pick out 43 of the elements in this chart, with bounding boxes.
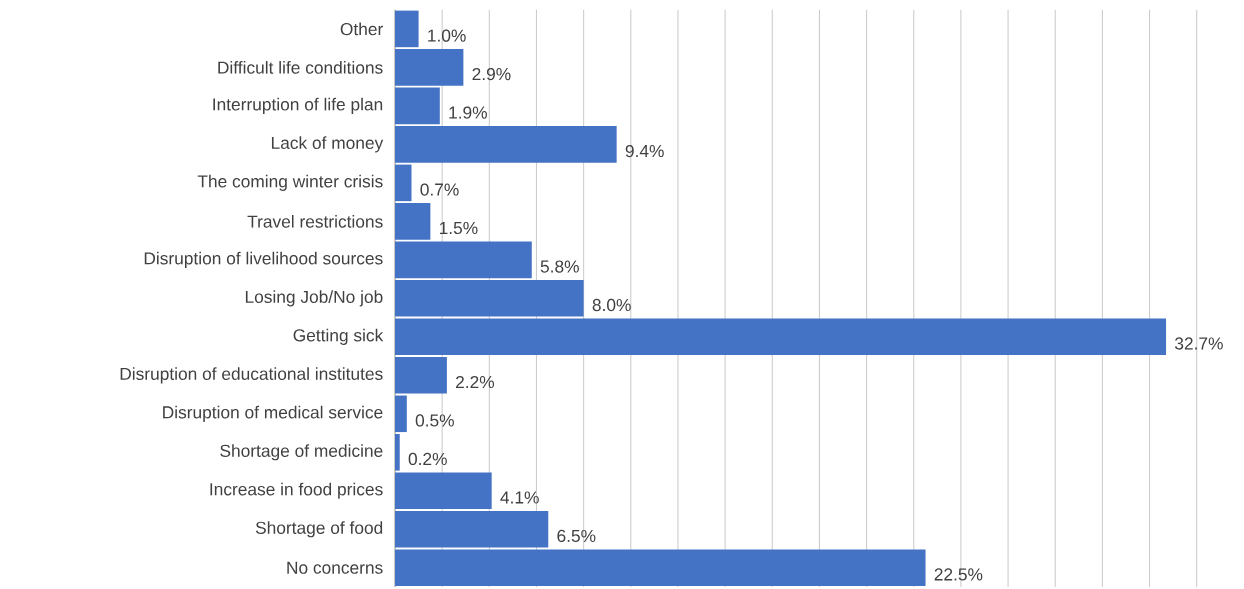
bar [395,241,532,279]
y-tick-label: Other [340,22,383,36]
bar [395,472,492,510]
data-label: 9.4% [625,144,664,158]
bar [395,434,400,471]
y-tick-label: Getting sick [293,328,384,345]
bar [395,164,412,202]
bar [395,318,1167,356]
data-label: 6.5% [557,529,596,543]
data-label: 0.5% [415,414,454,427]
y-tick-label: Travel restrictions [247,214,383,228]
bar [395,126,617,163]
data-label: 8.0% [592,298,631,312]
data-label: 0.7% [420,183,459,196]
data-label: 1.5% [439,221,478,235]
y-tick-label: No concerns [287,561,383,574]
bar [395,87,440,125]
data-label: 4.1% [500,491,539,504]
y-tick-label: Difficult life conditions [218,61,383,74]
data-label: 1.0% [428,29,466,42]
bar [395,203,431,240]
bar [395,49,464,86]
data-label: 32.7% [1174,337,1223,350]
y-tick-label: Losing Job/No job [245,290,383,307]
data-label: 2.9% [472,67,511,81]
y-tick-label: Increase in food prices [210,482,383,499]
y-tick-label: Shortage of medicine [220,444,383,461]
data-label: 1.9% [449,106,487,119]
data-label: 0.2% [408,452,447,466]
y-tick-label: Disruption of livelihood sources [144,251,383,268]
bar [395,357,447,394]
data-label: 2.2% [456,375,495,389]
y-tick-label: Interruption of life plan [213,97,383,114]
bar [395,395,407,433]
y-tick-label: Disruption of medical service [163,405,383,422]
y-tick-label: Lack of money [271,136,384,153]
data-label: 5.8% [540,260,579,273]
y-tick-label: Shortage of food [255,521,383,538]
y-tick-label: Disruption of educational institutes [120,367,383,384]
bar [395,280,584,317]
data-label: 22.5% [934,568,983,581]
bar [395,10,419,48]
y-tick-label: The coming winter crisis [197,174,383,191]
